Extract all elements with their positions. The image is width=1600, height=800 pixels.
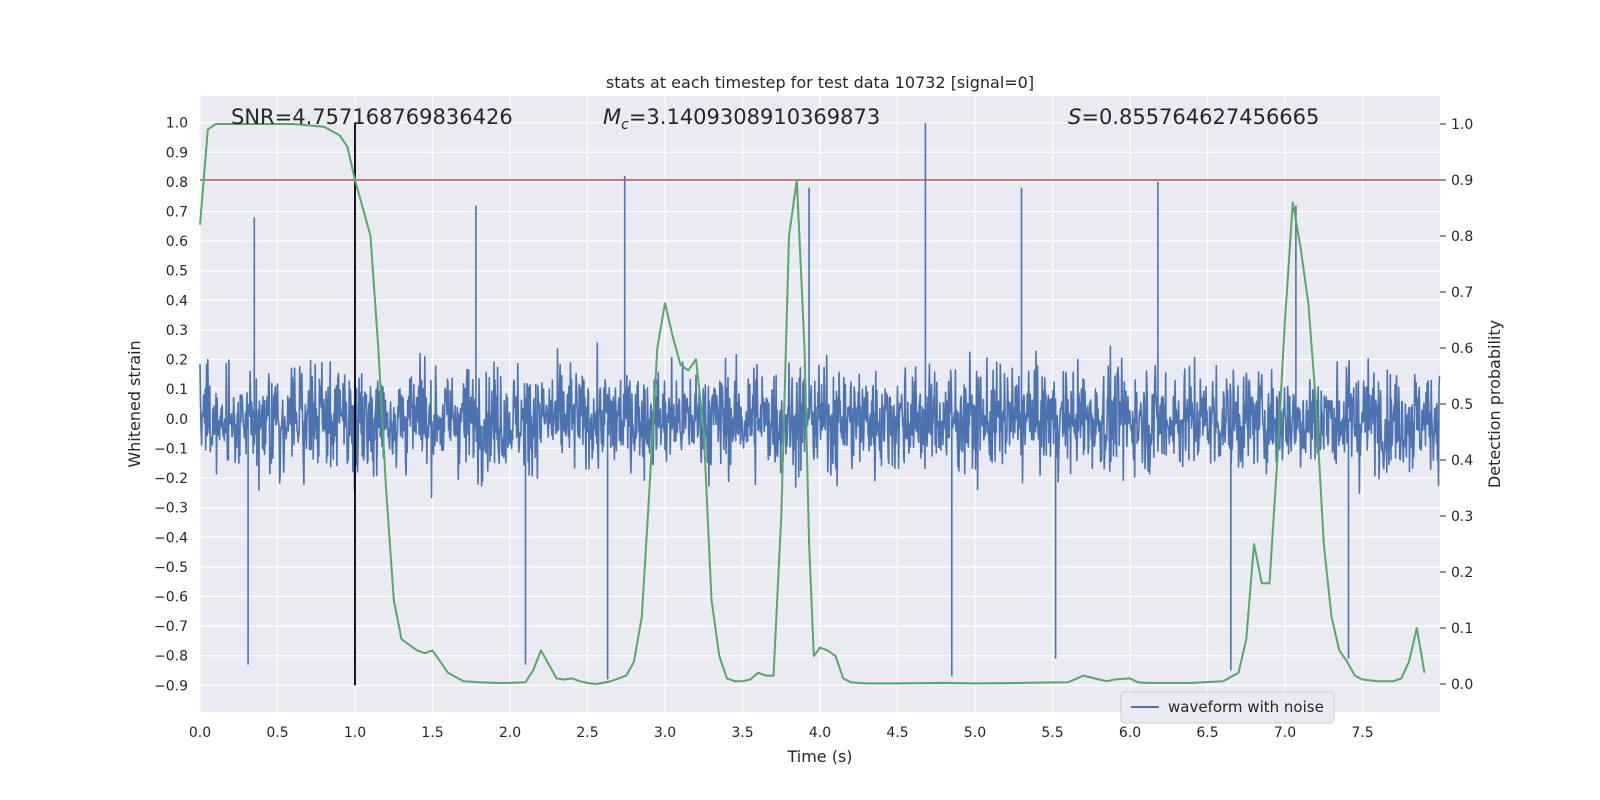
y-left-tick-label: 0.1 bbox=[166, 382, 188, 398]
y-left-tick-label: −0.7 bbox=[154, 619, 188, 635]
mc-value: =3.1409308910369873 bbox=[629, 105, 880, 129]
y-left-tick-label: −0.1 bbox=[154, 441, 188, 457]
y-right-tick-label: 0.8 bbox=[1451, 229, 1473, 245]
y-left-tick-label: 0.2 bbox=[166, 353, 188, 369]
y-right-tick-label: 0.0 bbox=[1451, 677, 1473, 693]
x-tick-label: 6.0 bbox=[1119, 725, 1141, 741]
y-left-tick-label: 1.0 bbox=[166, 116, 188, 132]
x-tick-label: 2.0 bbox=[499, 725, 521, 741]
y-left-tick-label: −0.9 bbox=[154, 678, 188, 694]
x-tick-label: 4.0 bbox=[809, 725, 831, 741]
x-tick-label: 2.5 bbox=[576, 725, 598, 741]
y-left-tick-label: 0.3 bbox=[166, 323, 188, 339]
y-left-tick-label: 0.4 bbox=[166, 293, 188, 309]
mc-annotation: Mc=3.1409308910369873 bbox=[603, 105, 880, 133]
x-tick-label: 7.5 bbox=[1351, 725, 1373, 741]
mc-symbol: M bbox=[603, 105, 621, 129]
chart-title: stats at each timestep for test data 107… bbox=[606, 73, 1034, 92]
s-symbol: S bbox=[1068, 105, 1081, 129]
y-left-tick-label: 0.5 bbox=[166, 264, 188, 280]
x-tick-label: 4.5 bbox=[886, 725, 908, 741]
waveform-series bbox=[199, 122, 1441, 680]
x-tick-label: 3.0 bbox=[654, 725, 676, 741]
x-tick-label: 0.5 bbox=[266, 725, 288, 741]
y-right-tick-label: 0.6 bbox=[1451, 341, 1473, 357]
y-right-tick-label: 0.3 bbox=[1451, 509, 1473, 525]
y-left-tick-label: 0.6 bbox=[166, 234, 188, 250]
x-axis-label: Time (s) bbox=[786, 747, 852, 766]
y-left-tick-label: −0.3 bbox=[154, 501, 188, 517]
s-annotation: S=0.855764627456665 bbox=[1068, 105, 1319, 129]
y-left-tick-label: −0.4 bbox=[154, 530, 188, 546]
y-left-tick-label: 0.7 bbox=[166, 205, 188, 221]
y-right-tick-label: 0.2 bbox=[1451, 565, 1473, 581]
y-left-tick-label: −0.6 bbox=[154, 590, 188, 606]
detection-probability-line bbox=[199, 123, 1426, 685]
y-left-tick-label: −0.8 bbox=[154, 649, 188, 665]
y-right-tick-label: 0.4 bbox=[1451, 453, 1473, 469]
y-left-tick-label: −0.2 bbox=[154, 471, 188, 487]
y-left-tick-label: 0.8 bbox=[166, 175, 188, 191]
y-left-axis-ticks: 1.0 0.9 0.8 0.7 0.6 0.5 0.4 0.3 0.2 0.1 0.0 −0.1 −0.… bbox=[154, 116, 188, 695]
y-right-tick-label: 1.0 bbox=[1451, 117, 1473, 133]
y-right-axis-ticks: 1.0 0.9 0.8 0.7 0.6 0.5 0.4 0.3 0.2 0.1 0.0 bbox=[1440, 117, 1473, 693]
x-tick-label: 5.0 bbox=[964, 725, 986, 741]
waveform-path bbox=[199, 122, 1441, 680]
x-tick-label: 0.0 bbox=[189, 725, 211, 741]
y-right-axis-label: Detection probability bbox=[1485, 320, 1504, 488]
y-right-tick-label: 0.7 bbox=[1451, 285, 1473, 301]
snr-annotation: SNR=4.757168769836426 bbox=[231, 105, 513, 129]
x-tick-label: 6.5 bbox=[1196, 725, 1218, 741]
y-left-tick-label: 0.0 bbox=[166, 412, 188, 428]
legend: waveform with noise bbox=[1120, 691, 1335, 724]
x-axis-ticks: 0.0 0.5 1.0 1.5 2.0 2.5 3.0 3.5 4.0 4.5 5.0 5.5 6.0 6… bbox=[189, 725, 1374, 741]
x-tick-label: 1.5 bbox=[421, 725, 443, 741]
y-right-tick-label: 0.1 bbox=[1451, 621, 1473, 637]
x-tick-label: 3.5 bbox=[731, 725, 753, 741]
legend-box bbox=[1120, 691, 1335, 724]
x-tick-label: 5.5 bbox=[1041, 725, 1063, 741]
mc-subscript: c bbox=[621, 117, 629, 133]
y-left-axis-label: Whitened strain bbox=[125, 340, 144, 467]
x-tick-label: 7.0 bbox=[1274, 725, 1296, 741]
y-right-tick-label: 0.5 bbox=[1451, 397, 1473, 413]
y-left-tick-label: 0.9 bbox=[166, 145, 188, 161]
s-value: =0.855764627456665 bbox=[1081, 105, 1319, 129]
x-tick-label: 1.0 bbox=[344, 725, 366, 741]
y-left-tick-label: −0.5 bbox=[154, 560, 188, 576]
y-right-tick-label: 0.9 bbox=[1451, 173, 1473, 189]
legend-entry: waveform with noise bbox=[1168, 698, 1324, 716]
